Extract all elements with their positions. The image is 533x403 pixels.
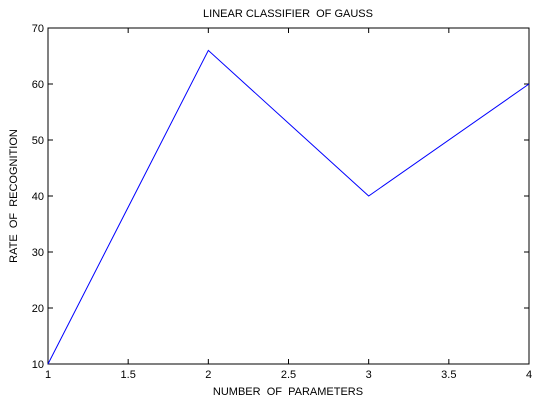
y-tick-label: 50	[32, 135, 44, 147]
y-axis-label: RATE OF RECOGNITION	[8, 129, 20, 263]
y-tick-label: 30	[32, 247, 44, 259]
x-tick-label: 4	[526, 369, 532, 381]
x-tick-label: 1.5	[121, 369, 136, 381]
y-tick-label: 40	[32, 191, 44, 203]
chart-title: LINEAR CLASSIFIER OF GAUSS	[203, 8, 373, 20]
y-tick-label: 70	[32, 23, 44, 35]
x-tick-label: 2.5	[281, 369, 296, 381]
x-axis-label: NUMBER OF PARAMETERS	[213, 386, 363, 398]
plot-frame	[47, 27, 530, 365]
x-tick-label: 3.5	[441, 369, 456, 381]
y-tick-label: 10	[32, 359, 44, 371]
x-tick-label: 2	[205, 369, 211, 381]
x-tick-label: 3	[366, 369, 372, 381]
x-tick-label: 1	[45, 369, 51, 381]
y-tick-label: 60	[32, 79, 44, 91]
data-line	[47, 49, 530, 365]
y-tick-label: 20	[32, 303, 44, 315]
